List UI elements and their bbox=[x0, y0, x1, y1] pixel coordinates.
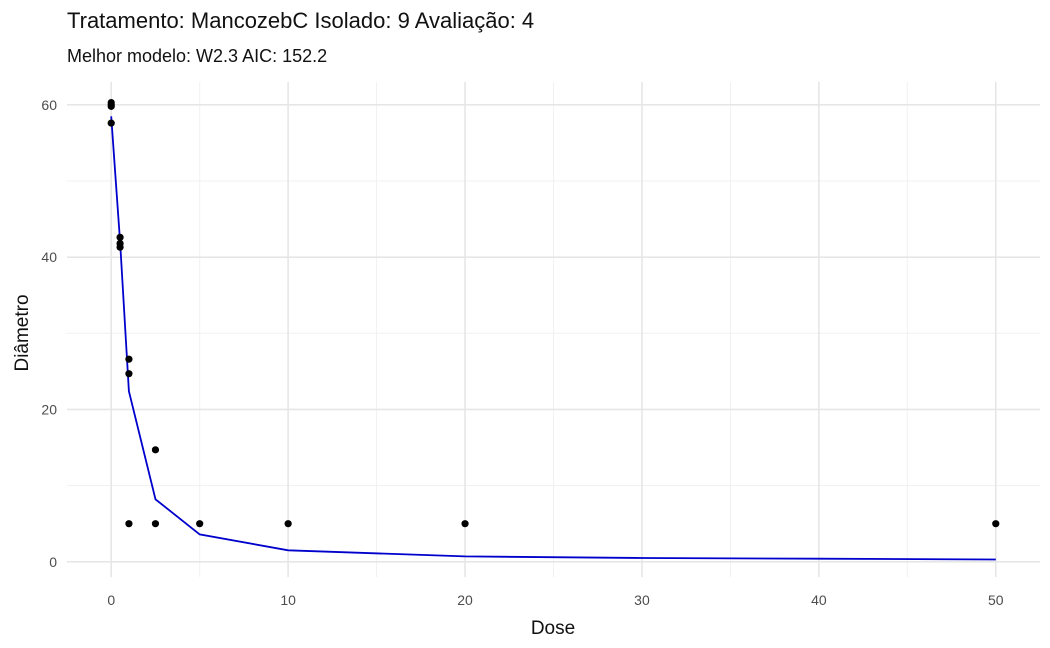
y-axis-ticks: 0 20 40 60 bbox=[41, 97, 57, 570]
major-gridlines bbox=[67, 82, 1040, 577]
x-axis-title: Dose bbox=[531, 618, 575, 639]
data-point bbox=[196, 520, 204, 528]
x-tick-label: 40 bbox=[811, 592, 827, 608]
minor-gridlines bbox=[67, 82, 1040, 577]
data-point bbox=[125, 370, 133, 378]
chart-subtitle: Melhor modelo: W2.3 AIC: 152.2 bbox=[67, 46, 328, 66]
fitted-curve-layer bbox=[110, 116, 996, 561]
data-point bbox=[992, 520, 1000, 528]
x-tick-label: 50 bbox=[988, 592, 1004, 608]
data-point bbox=[151, 446, 160, 454]
chart-title: Tratamento: MancozebC Isolado: 9 Avaliaç… bbox=[67, 8, 535, 33]
data-points-layer bbox=[107, 98, 1000, 528]
fitted-curve-line bbox=[110, 116, 996, 561]
x-tick-label: 30 bbox=[634, 592, 650, 608]
x-axis-ticks: 0 10 20 30 40 50 bbox=[107, 592, 1003, 608]
data-point bbox=[125, 520, 133, 528]
x-tick-label: 10 bbox=[280, 592, 296, 608]
data-point bbox=[107, 102, 115, 110]
y-tick-label: 0 bbox=[49, 554, 57, 570]
data-point bbox=[116, 233, 124, 241]
data-point bbox=[107, 119, 115, 127]
x-tick-label: 0 bbox=[107, 592, 115, 608]
x-tick-label: 20 bbox=[457, 592, 473, 608]
data-point bbox=[125, 355, 133, 363]
y-tick-label: 20 bbox=[41, 401, 57, 417]
y-tick-label: 60 bbox=[41, 97, 57, 113]
data-point bbox=[116, 243, 124, 251]
y-axis-title: Diâmetro bbox=[12, 294, 33, 371]
data-point bbox=[151, 520, 160, 528]
y-tick-label: 40 bbox=[41, 249, 57, 265]
data-point bbox=[284, 520, 292, 528]
data-point bbox=[461, 520, 469, 528]
